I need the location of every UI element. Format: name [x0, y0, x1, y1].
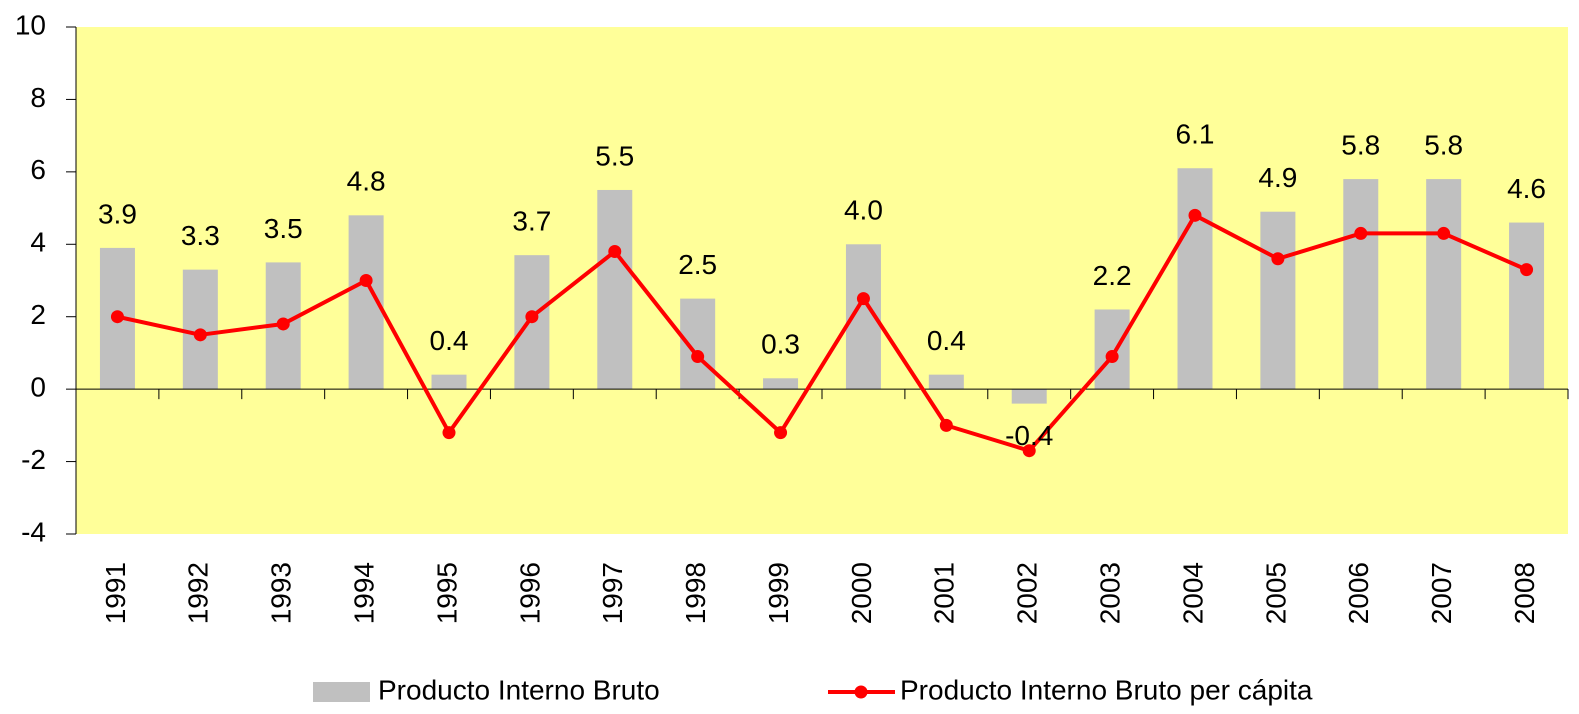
data-label: 2.2: [1093, 260, 1132, 291]
line-marker: [525, 310, 539, 324]
line-marker: [1188, 208, 1202, 222]
y-tick-label: 6: [30, 154, 46, 185]
x-tick-label: 2000: [846, 562, 877, 624]
x-tick-label: 2004: [1177, 562, 1208, 624]
x-tick-label: 1992: [183, 562, 214, 624]
legend-swatch: [313, 682, 370, 702]
data-label: 3.5: [264, 213, 303, 244]
x-tick-label: 2005: [1260, 562, 1291, 624]
x-tick-label: 1995: [431, 562, 462, 624]
data-label: 0.4: [927, 325, 966, 356]
line-marker: [1520, 263, 1534, 277]
bar: [1011, 389, 1047, 404]
line-marker: [608, 245, 622, 259]
bar: [1177, 168, 1213, 390]
y-tick-label: 10: [15, 9, 46, 40]
line-marker: [1437, 226, 1451, 240]
y-tick-label: 0: [30, 372, 46, 403]
data-label: 2.5: [678, 249, 717, 280]
y-tick-label: 8: [30, 82, 46, 113]
legend-label: Producto Interno Bruto per cápita: [900, 674, 1313, 705]
line-marker: [1105, 350, 1119, 364]
line-marker: [1354, 226, 1368, 240]
data-label: 3.7: [512, 206, 551, 237]
line-marker: [442, 426, 456, 440]
line-marker: [774, 426, 788, 440]
data-label: 0.3: [761, 329, 800, 360]
y-tick-label: 4: [30, 227, 46, 258]
bar: [1426, 179, 1462, 390]
line-marker: [856, 292, 870, 306]
x-tick-label: 2002: [1012, 562, 1043, 624]
y-tick-label: -4: [21, 516, 46, 547]
x-tick-label: 2008: [1509, 562, 1540, 624]
bar: [1260, 211, 1296, 390]
bar: [431, 374, 467, 390]
line-marker: [110, 310, 124, 324]
data-label: -0.4: [1005, 420, 1053, 451]
x-tick-label: 1996: [514, 562, 545, 624]
line-marker: [193, 328, 207, 342]
data-label: 4.0: [844, 195, 883, 226]
data-label: 3.3: [181, 220, 220, 251]
x-tick-label: 2001: [929, 562, 960, 624]
x-tick-label: 2007: [1426, 562, 1457, 624]
y-tick-label: 2: [30, 299, 46, 330]
data-label: 5.8: [1341, 129, 1380, 160]
y-tick-label: -2: [21, 444, 46, 475]
bar: [1094, 309, 1130, 390]
line-marker: [939, 418, 953, 432]
bar: [928, 374, 964, 390]
x-tick-label: 1997: [597, 562, 628, 624]
line-marker: [1271, 252, 1285, 266]
bar: [597, 189, 633, 390]
plot-area: [76, 27, 1568, 534]
line-series: [117, 213, 1528, 453]
bar: [1343, 179, 1379, 390]
legend-swatch: [854, 685, 868, 699]
data-label: 6.1: [1176, 119, 1215, 150]
x-tick-label: 1991: [100, 562, 131, 624]
line-marker: [359, 274, 373, 287]
x-tick-label: 2006: [1343, 562, 1374, 624]
bar: [1509, 222, 1545, 390]
data-label: 3.9: [98, 198, 137, 229]
data-label: 4.8: [347, 166, 386, 197]
data-label: 5.8: [1424, 129, 1463, 160]
line-marker: [691, 350, 705, 364]
x-tick-label: 1998: [680, 562, 711, 624]
x-tick-label: 1993: [266, 562, 297, 624]
data-label: 0.4: [430, 325, 469, 356]
data-label: 4.6: [1507, 173, 1546, 204]
bar: [763, 378, 799, 390]
legend-label: Producto Interno Bruto: [378, 674, 660, 705]
data-label: 4.9: [1258, 162, 1297, 193]
line-marker: [1022, 444, 1036, 458]
x-tick-label: 1999: [763, 562, 794, 624]
x-tick-label: 2003: [1095, 562, 1126, 624]
data-label: 5.5: [595, 140, 634, 171]
line-marker: [276, 317, 290, 331]
x-tick-label: 1994: [349, 562, 380, 624]
